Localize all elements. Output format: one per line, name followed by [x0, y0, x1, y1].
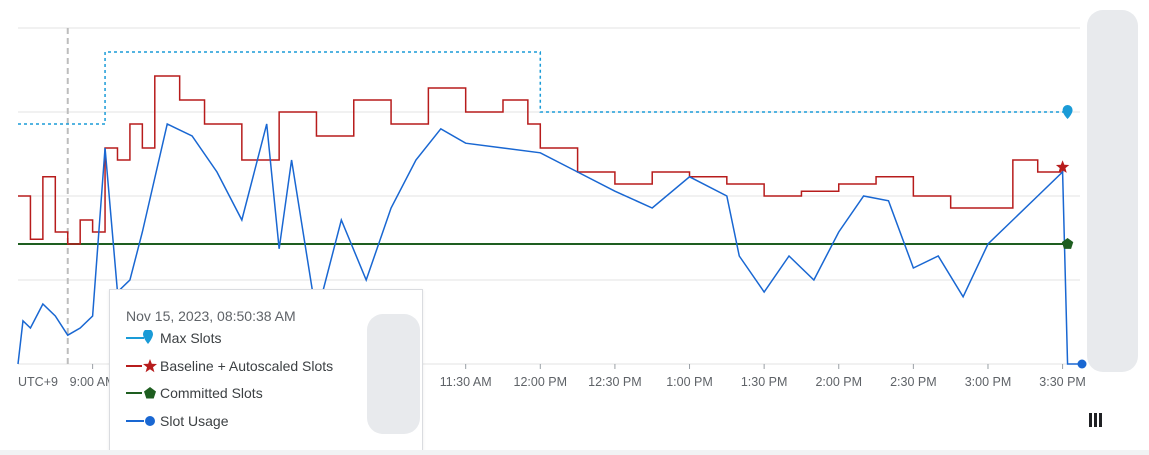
bottom-bar	[0, 450, 1149, 455]
chart-scrollbar[interactable]	[1087, 10, 1138, 372]
x-tick-label: 12:30 PM	[588, 375, 642, 389]
x-tick-label: 1:30 PM	[741, 375, 788, 389]
series-slot-usage	[17, 122, 1080, 365]
tooltip-label-slot-usage: Slot Usage	[160, 413, 229, 429]
max-slots-marker-icon	[126, 330, 153, 344]
x-tick-label: 3:00 PM	[965, 375, 1012, 389]
tooltip-item-slot-usage: Slot Usage	[126, 411, 228, 431]
tooltip-item-baseline-autoscaled: Baseline + Autoscaled Slots	[126, 356, 333, 376]
tooltip-label-max-slots: Max Slots	[160, 330, 222, 346]
tooltip-item-max-slots: Max Slots	[126, 328, 221, 348]
x-tick-label: 3:30 PM	[1039, 375, 1086, 389]
series-max-slots	[18, 51, 1068, 125]
pentagon-marker-icon	[126, 387, 156, 399]
tooltip-label-committed-slots: Committed Slots	[160, 385, 263, 401]
committed-slots-end-marker	[1061, 238, 1074, 249]
x-tick-label: 9:00 AM	[70, 375, 116, 389]
x-tick-label: 2:00 PM	[815, 375, 862, 389]
timezone-label: UTC+9	[18, 375, 58, 389]
circle-marker-icon	[126, 416, 155, 426]
chart-tooltip: Nov 15, 2023, 08:50:38 AM Max Slots Base…	[109, 289, 423, 451]
tooltip-label-baseline-autoscaled: Baseline + Autoscaled Slots	[160, 358, 334, 374]
max-slots-end-marker	[1062, 105, 1073, 119]
slot-usage-end-marker	[1077, 359, 1087, 369]
baseline-autoscaled-end-marker	[1055, 160, 1070, 173]
tooltip-timestamp: Nov 15, 2023, 08:50:38 AM	[126, 308, 296, 324]
star-marker-icon	[126, 359, 157, 373]
x-tick-label: 1:00 PM	[666, 375, 713, 389]
columns-icon[interactable]	[1089, 413, 1103, 427]
x-tick-label: 11:30 AM	[440, 375, 492, 389]
tooltip-scrollbar[interactable]	[367, 314, 420, 434]
tooltip-item-committed-slots: Committed Slots	[126, 383, 263, 403]
x-tick-label: 12:00 PM	[514, 375, 568, 389]
x-tick-label: 2:30 PM	[890, 375, 937, 389]
